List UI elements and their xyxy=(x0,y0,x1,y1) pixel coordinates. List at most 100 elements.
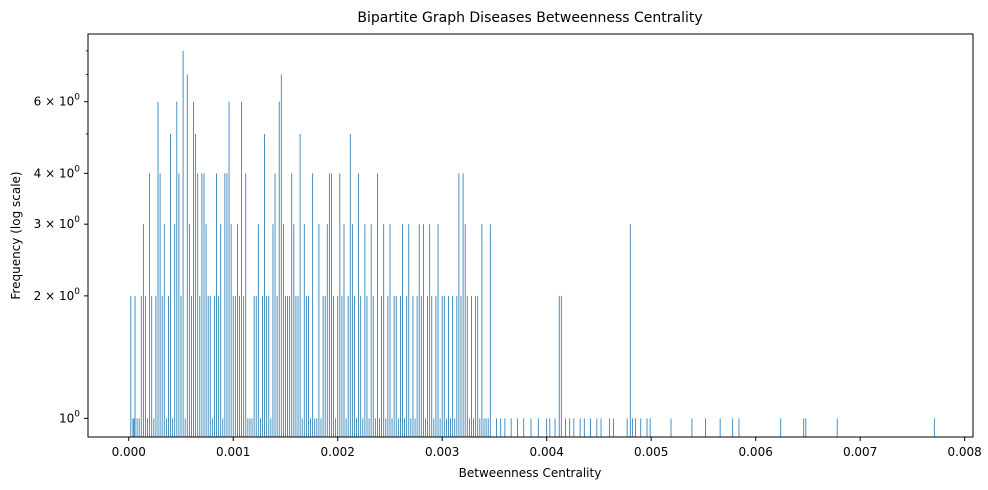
histogram-bar xyxy=(347,295,349,437)
histogram-bar xyxy=(395,295,397,437)
histogram-bar xyxy=(226,173,228,438)
histogram-bar xyxy=(441,295,443,437)
histogram-bar xyxy=(631,418,633,437)
histogram-bar xyxy=(546,418,548,437)
histogram-bar xyxy=(364,224,366,437)
histogram-bar xyxy=(180,295,182,437)
histogram-bar xyxy=(339,173,341,438)
histogram-bar xyxy=(477,295,479,437)
histogram-bar xyxy=(464,224,466,437)
histogram-bar xyxy=(483,418,485,437)
histogram-bar xyxy=(251,418,253,437)
y-axis-label: Frequency (log scale) xyxy=(9,171,23,299)
histogram-bar xyxy=(299,133,301,438)
histogram-bar xyxy=(471,295,472,437)
histogram-bar xyxy=(172,418,174,437)
histogram-bar xyxy=(182,50,184,437)
histogram-bar xyxy=(368,418,370,437)
histogram-bar xyxy=(649,418,651,437)
histogram-bar xyxy=(324,295,326,437)
histogram-bar xyxy=(487,418,489,437)
histogram-bar xyxy=(308,295,309,437)
histogram-bar xyxy=(147,418,148,437)
histogram-bar xyxy=(241,101,242,437)
histogram-bar xyxy=(239,295,240,437)
histogram-bar xyxy=(554,418,556,437)
histogram-bar xyxy=(393,295,395,437)
histogram-bar xyxy=(287,295,288,437)
histogram-bar xyxy=(635,418,636,437)
histogram-bar xyxy=(381,295,382,437)
histogram-bar xyxy=(836,418,838,437)
histogram-bar xyxy=(138,418,140,437)
histogram-bar xyxy=(285,295,286,437)
histogram-bar xyxy=(249,418,251,437)
histogram-bar xyxy=(170,133,171,438)
histogram-bar xyxy=(425,418,426,437)
histogram-bar xyxy=(489,224,491,437)
histogram-bar xyxy=(209,295,211,437)
histogram-bar xyxy=(303,224,305,437)
histogram-bar xyxy=(136,418,138,437)
histogram-bar xyxy=(579,418,581,437)
histogram-bar xyxy=(149,173,151,438)
histogram-bar xyxy=(142,224,144,437)
histogram-bar xyxy=(333,295,334,437)
histogram-bar xyxy=(358,173,360,438)
y-tick-label: 2 × 100 xyxy=(34,287,81,303)
histogram-bar xyxy=(450,418,451,437)
histogram-bar xyxy=(278,101,280,437)
histogram-bar xyxy=(356,418,357,437)
histogram-bar xyxy=(193,101,194,437)
histogram-bar xyxy=(133,418,135,437)
x-tick-label: 0.007 xyxy=(843,445,877,459)
histogram-bar xyxy=(188,224,190,437)
histogram-bar xyxy=(218,295,220,437)
histogram-bar xyxy=(272,224,274,437)
histogram-bar xyxy=(626,418,628,437)
histogram-bar xyxy=(448,295,449,437)
histogram-bar xyxy=(537,418,539,437)
histogram-bar xyxy=(600,418,602,437)
histogram-bar xyxy=(406,295,408,437)
histogram-bar xyxy=(573,418,575,437)
histogram-bar xyxy=(360,295,362,437)
x-tick-label: 0.000 xyxy=(112,445,146,459)
histogram-bar xyxy=(530,418,532,437)
histogram-bar xyxy=(640,418,642,437)
histogram-bar xyxy=(345,418,347,437)
histogram-bar xyxy=(232,295,234,437)
histogram-bar xyxy=(412,295,414,437)
histogram-bar xyxy=(165,418,167,437)
histogram-bar xyxy=(473,418,474,437)
histogram-bar xyxy=(234,295,236,437)
histogram-bar xyxy=(372,295,374,437)
histogram-bar xyxy=(163,224,165,437)
axis-ticks: 0.000 0.001 0.002 0.003 0.004 0.005 0.006 0.007… xyxy=(34,50,982,459)
histogram-bar xyxy=(445,418,447,437)
histogram-bar xyxy=(153,418,155,437)
histogram-bar xyxy=(377,173,378,438)
histogram-bar xyxy=(270,418,272,437)
histogram-bar xyxy=(590,418,591,437)
histogram-bar xyxy=(320,418,322,437)
histogram-bar xyxy=(629,224,631,437)
histogram-bar xyxy=(437,224,439,437)
histogram-bar xyxy=(351,224,353,437)
x-tick-label: 0.008 xyxy=(947,445,981,459)
histogram-bar xyxy=(385,418,387,437)
histogram-bar xyxy=(504,418,506,437)
histogram-bar xyxy=(197,173,199,438)
x-tick-label: 0.003 xyxy=(425,445,459,459)
histogram-bar xyxy=(379,418,380,437)
histogram-bar xyxy=(282,224,284,437)
histogram-bar xyxy=(305,295,307,437)
histogram-bar xyxy=(161,295,163,437)
histogram-bar xyxy=(326,224,328,437)
histogram-bar xyxy=(374,418,376,437)
x-tick-label: 0.005 xyxy=(634,445,668,459)
histogram-bar xyxy=(266,295,268,437)
histogram-bar xyxy=(691,418,693,437)
histogram-bar xyxy=(496,418,497,437)
histogram-bar xyxy=(460,295,462,437)
